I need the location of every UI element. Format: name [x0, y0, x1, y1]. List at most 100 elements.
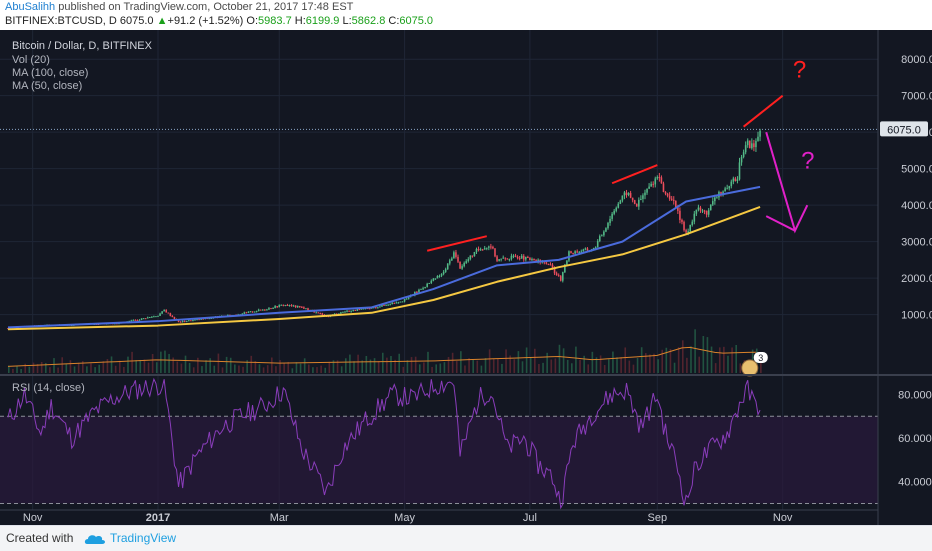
candle-body: [148, 316, 151, 318]
candle-body: [693, 213, 696, 222]
price-tick-label: 5000.0: [901, 164, 932, 176]
candle-body: [167, 312, 170, 314]
close-value: 6075.0: [399, 15, 434, 27]
rsi-band: [0, 416, 878, 504]
volume-bar: [164, 350, 166, 373]
candle-body: [650, 183, 652, 187]
candle-body: [658, 176, 661, 178]
candle-body: [551, 264, 554, 269]
candle-body: [301, 306, 303, 308]
legend-ma50: MA (50, close): [12, 80, 82, 92]
volume-bar: [579, 359, 581, 373]
candle-body: [442, 271, 445, 274]
created-with-label: Created with: [6, 531, 74, 545]
volume-bar: [217, 353, 220, 373]
candle-body: [574, 251, 576, 254]
candle-body: [426, 283, 428, 287]
volume-bar: [361, 360, 364, 373]
candle-body: [383, 304, 385, 306]
candle-body: [128, 320, 131, 322]
volume-bar: [501, 363, 503, 373]
candle-body: [338, 313, 340, 315]
candle-body: [732, 178, 735, 182]
candle-body: [498, 259, 500, 261]
volume-bar: [550, 359, 553, 373]
candle-body: [477, 248, 480, 250]
ma50-line: [7, 185, 761, 329]
candle-body: [274, 306, 276, 308]
volume-bar: [575, 346, 577, 373]
candle-body: [527, 256, 529, 258]
candle-body: [257, 309, 260, 312]
volume-bar: [718, 347, 721, 373]
volume-bar: [86, 366, 88, 373]
volume-bar: [644, 353, 647, 373]
volume-bar: [262, 367, 265, 373]
candle-body: [264, 309, 266, 311]
candle-body: [192, 319, 194, 321]
event-count-label: 3: [758, 353, 763, 363]
question-mark-annotation: ?: [801, 148, 814, 175]
chart-svg[interactable]: ?? 3 Nov 2017 Mar May Jul Sep Nov 1000.0 2000.0 30…: [0, 30, 932, 525]
volume-bar: [94, 367, 96, 373]
volume-bar: [492, 358, 495, 373]
volume-bar: [591, 351, 594, 373]
candle-body: [728, 186, 731, 189]
candle-body: [555, 273, 558, 276]
candle-body: [253, 311, 256, 313]
candle-body: [202, 318, 205, 320]
candle-body: [566, 260, 568, 265]
candle-body: [508, 259, 511, 261]
author-link[interactable]: AbuSalihh: [5, 1, 56, 13]
candle-body: [280, 304, 283, 306]
volume-bar: [447, 356, 450, 373]
volume-bar: [344, 358, 347, 373]
x-tick-label: Sep: [648, 512, 668, 524]
volume-bar: [320, 365, 322, 373]
trendline-annotation: [742, 94, 784, 128]
candle-body: [601, 235, 603, 237]
candle-body: [510, 255, 513, 260]
volume-bar: [258, 364, 261, 373]
candle-body: [730, 181, 733, 187]
volume-ma-line: [7, 346, 756, 367]
chart-area[interactable]: ?? 3 Nov 2017 Mar May Jul Sep Nov 1000.0 2000.0 30…: [0, 30, 932, 525]
candle-body: [613, 210, 615, 214]
candle-body: [586, 248, 589, 251]
volume-bar: [402, 366, 405, 373]
candle-body: [687, 231, 689, 233]
price-change: +91.2 (+1.52%): [167, 15, 244, 27]
candle-body: [516, 256, 519, 259]
candle-body: [755, 140, 757, 148]
candle-body: [438, 275, 441, 277]
volume-bar: [36, 364, 39, 373]
volume-bar: [143, 359, 146, 373]
volume-bar: [98, 364, 101, 373]
candle-body: [190, 320, 192, 322]
candle-body: [753, 143, 755, 148]
candle-body: [255, 311, 258, 313]
legend-title: Bitcoin / Dollar, D, BITFINEX: [12, 40, 153, 52]
volume-bar: [480, 365, 483, 373]
candle-body: [290, 305, 293, 307]
candle-body: [605, 228, 607, 232]
candle-body: [181, 320, 184, 322]
volume-bar: [690, 346, 692, 373]
candle-body: [615, 207, 618, 211]
annotations: ?? 3: [426, 56, 815, 377]
tradingview-brand-link[interactable]: TradingView: [110, 531, 177, 545]
price-tick-label: 4000.0: [901, 200, 932, 212]
volume-bar: [369, 359, 372, 373]
volume-bar: [546, 352, 548, 373]
volume-bar: [44, 362, 47, 373]
x-tick-label: Nov: [23, 512, 43, 524]
volume-bar: [90, 363, 92, 373]
volume-bar: [558, 344, 561, 373]
candle-body: [479, 249, 482, 251]
candle-body: [344, 311, 346, 313]
candle-body: [284, 304, 287, 306]
volume-bar: [246, 360, 248, 373]
candle-body: [401, 301, 404, 303]
rsi-tick-label: 80.0000: [898, 389, 932, 401]
candle-body: [520, 255, 523, 259]
